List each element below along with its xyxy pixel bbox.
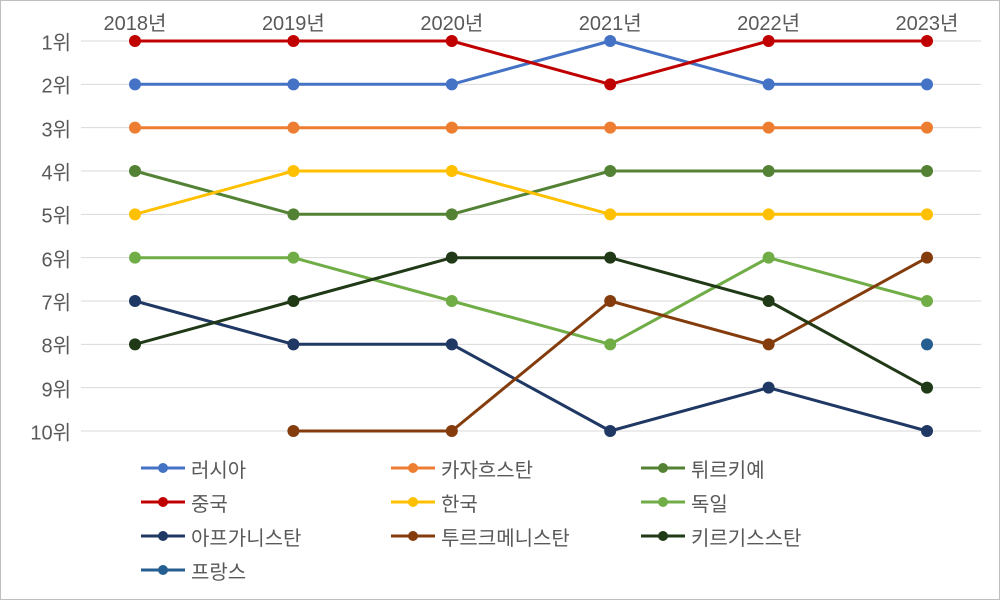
legend-swatch — [141, 563, 185, 577]
legend-item: 튀르키예 — [641, 451, 891, 485]
x-axis-label: 2021년 — [579, 7, 642, 36]
y-axis-label: 9위 — [41, 373, 71, 402]
legend-label: 독일 — [691, 488, 728, 517]
x-axis-label: 2020년 — [420, 7, 483, 36]
legend-label: 러시아 — [191, 454, 246, 483]
legend-label: 키르기스스탄 — [691, 522, 801, 551]
legend-item: 한국 — [391, 485, 641, 519]
x-axis-label: 2023년 — [896, 7, 959, 36]
ranking-line-chart: 2018년 2019년 2020년 2021년 2022년 2023년 1위 2위 3위 4위 5위… — [0, 0, 1000, 600]
legend-item: 투르크메니스탄 — [391, 519, 641, 553]
x-axis-label: 2019년 — [262, 7, 325, 36]
legend-item: 카자흐스탄 — [391, 451, 641, 485]
legend-item: 아프가니스탄 — [141, 519, 391, 553]
legend-item: 프랑스 — [141, 553, 391, 587]
legend: 러시아 카자흐스탄 튀르키예중국 한국 독일아프가니스탄 투르크메니스탄 키르기스스탄프랑스 — [141, 451, 901, 587]
legend-item: 중국 — [141, 485, 391, 519]
legend-swatch — [641, 461, 685, 475]
legend-label: 카자흐스탄 — [441, 454, 533, 483]
legend-swatch — [391, 495, 435, 509]
legend-swatch — [391, 529, 435, 543]
legend-label: 아프가니스탄 — [191, 522, 301, 551]
legend-label: 투르크메니스탄 — [441, 522, 570, 551]
y-axis-label: 4위 — [41, 157, 71, 186]
legend-item: 독일 — [641, 485, 891, 519]
y-axis-label: 10위 — [30, 417, 71, 446]
y-axis-label: 7위 — [41, 287, 71, 316]
legend-swatch — [391, 461, 435, 475]
legend-label: 한국 — [441, 488, 478, 517]
legend-item: 러시아 — [141, 451, 391, 485]
legend-swatch — [641, 495, 685, 509]
legend-swatch — [141, 495, 185, 509]
legend-swatch — [141, 461, 185, 475]
y-axis-label: 5위 — [41, 200, 71, 229]
legend-label: 프랑스 — [191, 556, 246, 585]
y-axis-label: 6위 — [41, 243, 71, 272]
y-axis-label: 2위 — [41, 70, 71, 99]
legend-label: 튀르키예 — [691, 454, 765, 483]
legend-item: 키르기스스탄 — [641, 519, 891, 553]
y-axis-label: 3위 — [41, 113, 71, 142]
y-axis-label: 1위 — [41, 27, 71, 56]
y-axis-label: 8위 — [41, 330, 71, 359]
legend-label: 중국 — [191, 488, 228, 517]
x-axis-label: 2022년 — [737, 7, 800, 36]
legend-swatch — [141, 529, 185, 543]
x-axis-label: 2018년 — [104, 7, 167, 36]
legend-swatch — [641, 529, 685, 543]
